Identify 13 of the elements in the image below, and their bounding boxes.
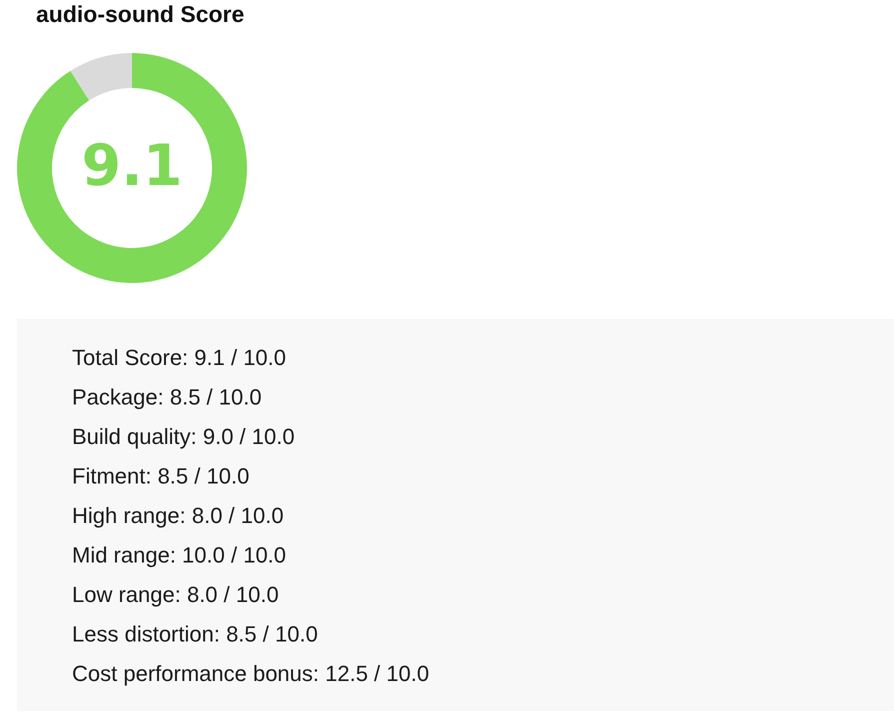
text: 9.1: [82, 133, 182, 199]
text: Build quality: 9.0 / 10.0: [72, 424, 295, 449]
text: High range: 8.0 / 10.0: [72, 503, 284, 528]
text: Low range: 8.0 / 10.0: [72, 582, 279, 607]
donut-slice: [70, 53, 132, 100]
text: Mid range: 10.0 / 10.0: [72, 542, 286, 568]
text: Cost performance bonus: 12.5 / 10.0: [72, 661, 430, 686]
text: Total Score: 9.1 / 10.0: [72, 345, 286, 370]
text: Fitment: 8.5 / 10.0: [72, 464, 250, 488]
text: Package: 8.5 / 10.0: [72, 384, 262, 410]
donut-slice: [17, 53, 247, 283]
text: Less distortion: 8.5 / 10.0: [72, 622, 318, 646]
chart-title: audio-sound Score: [36, 1, 244, 27]
